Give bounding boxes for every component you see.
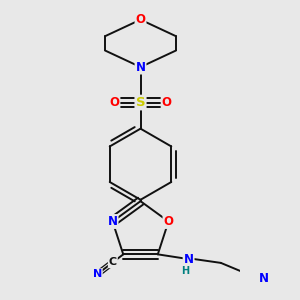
Text: C: C [109,257,117,267]
Text: N: N [108,215,118,228]
Text: N: N [136,61,146,74]
Text: N: N [93,269,102,279]
Text: N: N [259,272,269,285]
Text: O: O [162,96,172,109]
Text: H: H [181,266,189,276]
Text: O: O [136,13,146,26]
Text: O: O [110,96,119,109]
Text: O: O [164,215,173,228]
Text: N: N [184,253,194,266]
Text: S: S [136,96,145,109]
